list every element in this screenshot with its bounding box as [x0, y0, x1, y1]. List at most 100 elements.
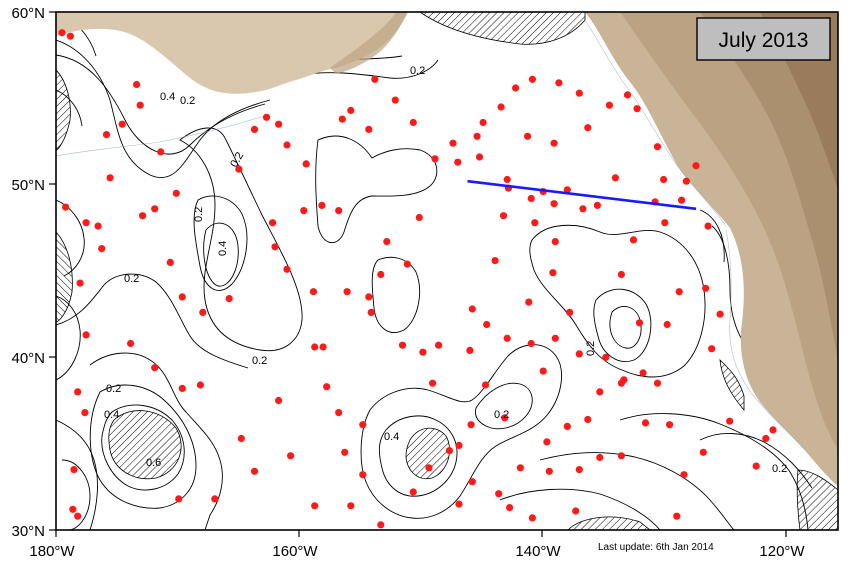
float-marker [74, 388, 82, 396]
float-marker [716, 310, 724, 318]
y-axis-labels: 30°N 40°N 50°N 60°N [11, 5, 45, 540]
contour-label: 0.2 [124, 273, 139, 285]
float-marker [704, 222, 712, 230]
float-marker [133, 80, 141, 89]
contour-label: 0.2 [772, 463, 787, 475]
float-marker [76, 279, 84, 287]
float-marker [550, 200, 558, 208]
float-marker [497, 103, 505, 111]
float-marker [675, 288, 683, 296]
float-marker [473, 132, 481, 140]
float-marker [136, 101, 144, 109]
float-marker [563, 422, 571, 430]
float-marker [466, 346, 474, 354]
hatch-california [719, 358, 745, 412]
float-marker [617, 452, 626, 460]
float-marker [455, 441, 463, 449]
float-marker [398, 341, 407, 349]
hatch-west-north [56, 69, 71, 151]
float-marker [551, 238, 559, 246]
float-marker [172, 189, 180, 197]
float-marker [551, 334, 559, 342]
float-marker [528, 514, 537, 522]
float-marker [575, 89, 583, 97]
float-marker [275, 120, 283, 128]
float-marker [338, 115, 346, 123]
float-marker [524, 132, 532, 140]
float-marker [69, 505, 77, 513]
float-marker [271, 243, 279, 251]
float-marker [318, 201, 326, 209]
float-marker [157, 148, 165, 156]
contour-label: 0.2 [410, 65, 425, 77]
contour-label-group: 0.2 0.2 0.4 0.2 0.2 0.2 0.4 0.6 0.2 0.4 … [104, 65, 787, 475]
float-marker [283, 141, 291, 149]
float-marker [359, 471, 367, 479]
float-marker [680, 471, 688, 479]
float-marker [528, 75, 537, 83]
float-marker [769, 426, 777, 434]
float-marker [563, 186, 571, 194]
float-marker [660, 175, 668, 184]
float-marker [196, 381, 204, 389]
float-marker [322, 549, 329, 556]
float-marker [531, 219, 539, 227]
float-marker [425, 464, 433, 472]
float-marker [262, 113, 271, 121]
x-tick-label: 120°W [759, 543, 805, 560]
contour-label: 0.2 [585, 341, 597, 356]
hatch-southeast [796, 469, 838, 530]
float-marker [762, 434, 770, 443]
float-marker [653, 143, 662, 151]
contour-label: 0.2 [252, 355, 267, 367]
float-marker [347, 502, 355, 510]
float-marker [235, 165, 243, 173]
contour-label: 0.6 [146, 457, 161, 469]
float-marker [605, 101, 614, 109]
float-marker [309, 288, 318, 296]
float-marker [409, 488, 417, 496]
float-marker [419, 348, 427, 356]
float-marker [383, 238, 391, 246]
float-marker [516, 464, 525, 472]
float-marker [692, 162, 700, 170]
float-marker [635, 319, 644, 327]
float-marker [579, 205, 587, 213]
float-marker [74, 512, 82, 520]
float-marker [302, 160, 310, 168]
x-tick-label: 140°W [515, 543, 561, 560]
x-tick-label: 160°W [272, 543, 318, 560]
float-marker [347, 106, 355, 114]
float-marker [525, 298, 533, 306]
float-marker [323, 383, 331, 391]
contour-label: 0.4 [104, 409, 119, 421]
float-marker [543, 438, 551, 446]
float-marker [575, 466, 583, 474]
float-marker [617, 270, 626, 279]
float-marker [62, 203, 70, 211]
float-marker [166, 258, 174, 266]
float-marker [678, 196, 686, 204]
hatch-central-south [405, 427, 450, 480]
float-marker [341, 448, 349, 456]
float-marker [106, 174, 114, 182]
float-marker [211, 495, 219, 503]
float-marker [300, 207, 308, 215]
float-marker [584, 415, 592, 424]
float-marker [682, 177, 691, 185]
contour-label: 0.2 [193, 207, 205, 222]
float-marker [335, 409, 343, 417]
float-marker [539, 367, 547, 375]
axis-ticks [49, 11, 787, 537]
float-marker [639, 369, 647, 377]
float-marker [483, 320, 491, 329]
float-marker [250, 467, 259, 475]
float-marker [479, 118, 487, 127]
contour-label: 0.2 [494, 409, 509, 421]
float-marker [699, 448, 707, 456]
float-marker [663, 320, 671, 329]
float-marker [527, 339, 535, 348]
float-marker [468, 305, 476, 313]
float-marker [611, 174, 620, 182]
